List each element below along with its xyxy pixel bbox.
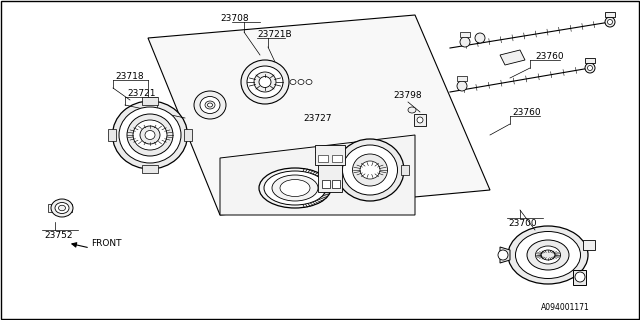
- Circle shape: [327, 155, 333, 161]
- Polygon shape: [220, 135, 415, 215]
- Ellipse shape: [541, 250, 555, 260]
- Bar: [142, 97, 158, 105]
- Text: A094001171: A094001171: [541, 303, 590, 313]
- Ellipse shape: [336, 139, 404, 201]
- Ellipse shape: [241, 60, 289, 104]
- Text: 23700: 23700: [508, 219, 536, 228]
- Ellipse shape: [55, 203, 69, 213]
- Ellipse shape: [58, 205, 65, 211]
- Circle shape: [335, 155, 341, 161]
- Ellipse shape: [272, 175, 318, 201]
- Bar: [331, 165, 339, 175]
- Polygon shape: [148, 15, 490, 215]
- Bar: [583, 240, 595, 250]
- Text: 23721: 23721: [127, 89, 156, 98]
- Bar: [318, 155, 328, 162]
- Ellipse shape: [353, 154, 387, 186]
- Ellipse shape: [194, 91, 226, 119]
- Bar: [585, 58, 595, 63]
- Ellipse shape: [133, 120, 167, 150]
- Circle shape: [460, 37, 470, 47]
- Ellipse shape: [247, 66, 283, 98]
- Ellipse shape: [200, 97, 220, 114]
- Ellipse shape: [113, 101, 188, 169]
- Bar: [315, 145, 345, 165]
- Text: 23708: 23708: [220, 13, 248, 22]
- Ellipse shape: [290, 79, 296, 84]
- Bar: [401, 165, 409, 175]
- Ellipse shape: [205, 101, 215, 109]
- Ellipse shape: [51, 199, 73, 217]
- Ellipse shape: [306, 79, 312, 84]
- Ellipse shape: [515, 231, 580, 278]
- Text: 23721B: 23721B: [257, 29, 292, 38]
- Ellipse shape: [408, 107, 416, 113]
- Text: 23760: 23760: [535, 52, 564, 60]
- Ellipse shape: [140, 126, 160, 144]
- Ellipse shape: [145, 131, 155, 140]
- Ellipse shape: [207, 103, 212, 107]
- Bar: [108, 129, 116, 141]
- Bar: [332, 180, 340, 188]
- Polygon shape: [48, 204, 72, 212]
- Bar: [184, 129, 192, 141]
- Text: FRONT: FRONT: [91, 239, 122, 249]
- Bar: [457, 76, 467, 81]
- Text: 23727: 23727: [303, 114, 332, 123]
- Polygon shape: [500, 247, 510, 263]
- Ellipse shape: [298, 79, 304, 84]
- Circle shape: [585, 63, 595, 73]
- Ellipse shape: [259, 168, 331, 208]
- Circle shape: [417, 117, 423, 123]
- Ellipse shape: [264, 171, 326, 205]
- Bar: [332, 155, 342, 162]
- Circle shape: [605, 17, 615, 27]
- Ellipse shape: [119, 107, 181, 163]
- Bar: [605, 12, 615, 17]
- Bar: [322, 180, 330, 188]
- Ellipse shape: [259, 76, 271, 87]
- Circle shape: [607, 20, 612, 25]
- Bar: [318, 164, 342, 192]
- Bar: [460, 32, 470, 37]
- Ellipse shape: [508, 226, 588, 284]
- Bar: [414, 114, 426, 126]
- Ellipse shape: [127, 114, 173, 156]
- Ellipse shape: [254, 72, 276, 92]
- Text: 23798: 23798: [393, 91, 422, 100]
- Ellipse shape: [360, 161, 380, 179]
- Ellipse shape: [527, 240, 569, 270]
- Text: 23718: 23718: [115, 71, 143, 81]
- Circle shape: [319, 155, 325, 161]
- Polygon shape: [500, 50, 525, 65]
- Circle shape: [575, 272, 585, 282]
- Circle shape: [475, 33, 485, 43]
- Ellipse shape: [280, 180, 310, 196]
- Circle shape: [498, 250, 508, 260]
- Text: 23752: 23752: [44, 231, 72, 241]
- Bar: [142, 165, 158, 173]
- Circle shape: [457, 81, 467, 91]
- Ellipse shape: [536, 246, 561, 264]
- Text: 23760: 23760: [512, 108, 541, 116]
- Circle shape: [588, 66, 593, 70]
- Polygon shape: [573, 270, 586, 285]
- Ellipse shape: [342, 145, 397, 195]
